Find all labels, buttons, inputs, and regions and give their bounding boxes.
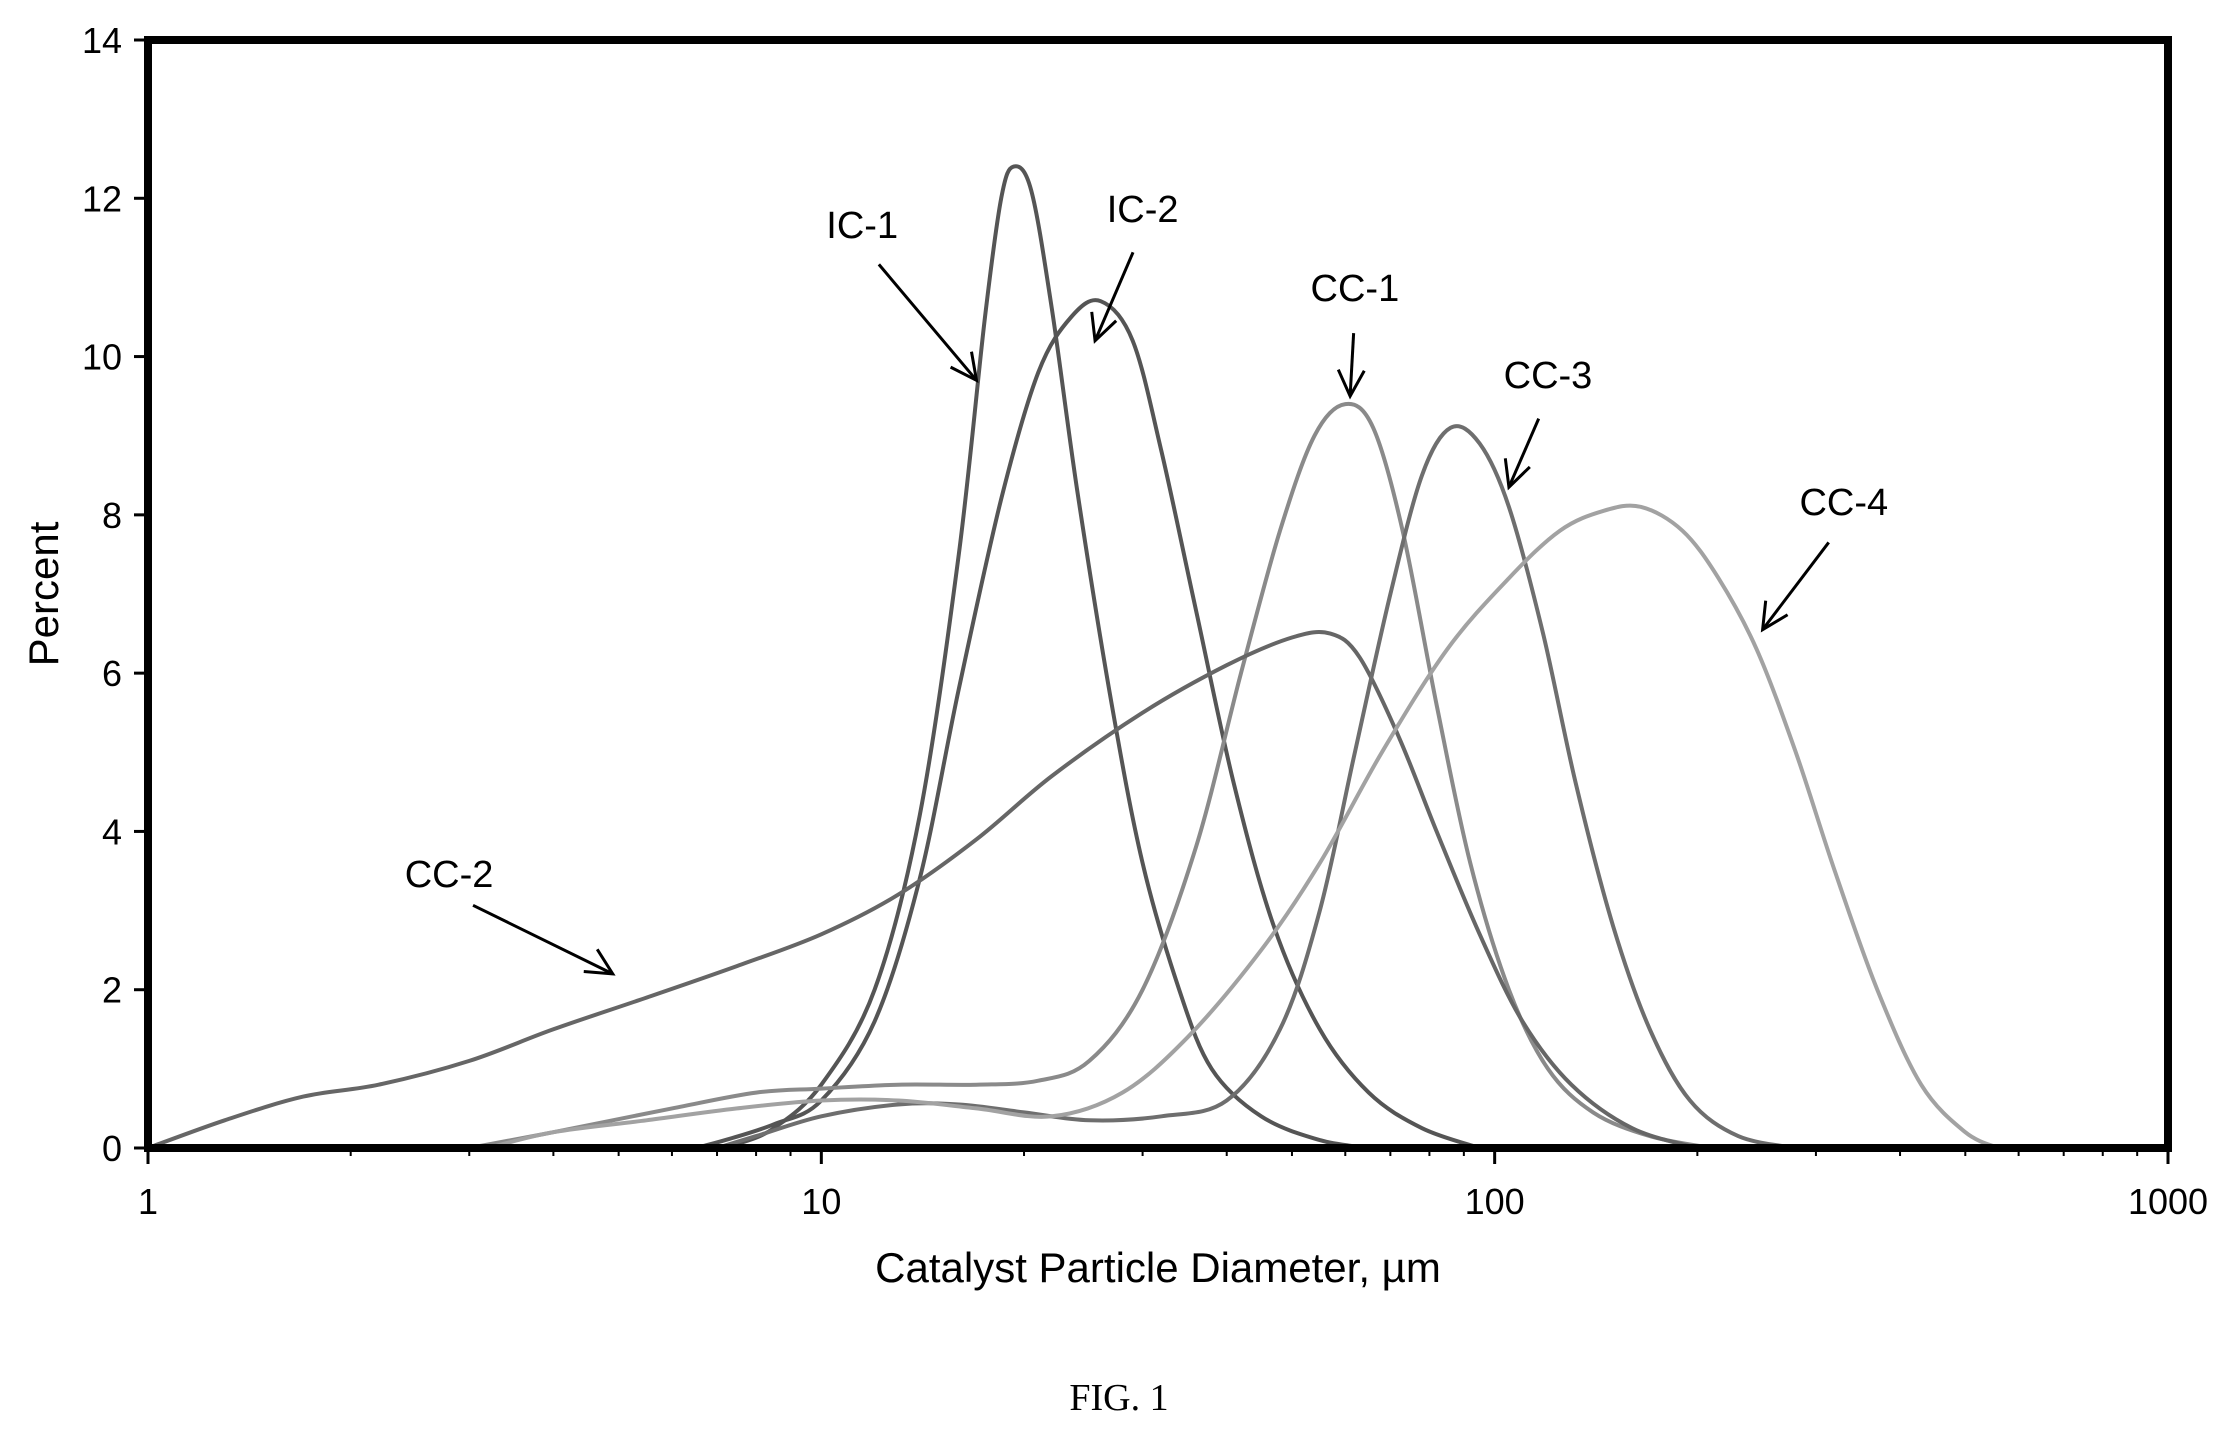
series-lines: [146, 164, 2001, 1150]
x-tick-label: 100: [1465, 1181, 1525, 1222]
x-axis-title: Catalyst Particle Diameter, µm: [875, 1244, 1441, 1291]
series-label-cc-3: CC-3: [1504, 355, 1593, 397]
series-line-cc-4: [486, 503, 2001, 1150]
plot-frame: [144, 36, 2172, 1152]
x-tick-label: 1: [138, 1181, 158, 1222]
y-axis-ticks: 0 2 4 6 8 10 12 14: [82, 20, 148, 1169]
series-line-cc-2: [146, 630, 1700, 1150]
y-tick-label: 14: [82, 20, 122, 61]
x-axis-ticks: 1 10 100 1000: [138, 1148, 2208, 1222]
y-tick-label: 10: [82, 337, 122, 378]
series-arrow-cc-1: [1336, 333, 1366, 400]
series-label-cc-2: CC-2: [405, 854, 494, 896]
y-axis-title: Percent: [20, 521, 67, 666]
series-arrows: [472, 251, 1830, 976]
y-tick-label: 6: [102, 653, 122, 694]
series-label-cc-4: CC-4: [1799, 482, 1888, 524]
series-line-cc-1: [467, 401, 1714, 1150]
series-label-ic-2: IC-2: [1107, 189, 1179, 231]
y-tick-label: 4: [102, 811, 122, 852]
x-tick-label: 10: [801, 1181, 841, 1222]
series-labels: IC-1 IC-2 CC-1 CC-2 CC-3 CC-4: [405, 189, 1888, 896]
series-line-ic-2: [693, 298, 1482, 1150]
series-arrow-cc-3: [1503, 418, 1541, 491]
series-arrow-cc-2: [472, 903, 616, 976]
series-label-ic-1: IC-1: [826, 205, 898, 247]
series-line-ic-1: [715, 164, 1371, 1150]
y-tick-label: 8: [102, 495, 122, 536]
figure-caption: FIG. 1: [1069, 1377, 1168, 1419]
y-tick-label: 2: [102, 970, 122, 1011]
series-arrow-ic-1: [877, 263, 979, 384]
series-label-cc-1: CC-1: [1311, 268, 1400, 310]
y-tick-label: 12: [82, 178, 122, 219]
series-arrow-cc-4: [1760, 541, 1830, 633]
series-arrow-ic-2: [1090, 251, 1135, 344]
y-tick-label: 0: [102, 1128, 122, 1169]
series-line-cc-3: [715, 424, 1798, 1150]
x-tick-label: 1000: [2128, 1181, 2208, 1222]
